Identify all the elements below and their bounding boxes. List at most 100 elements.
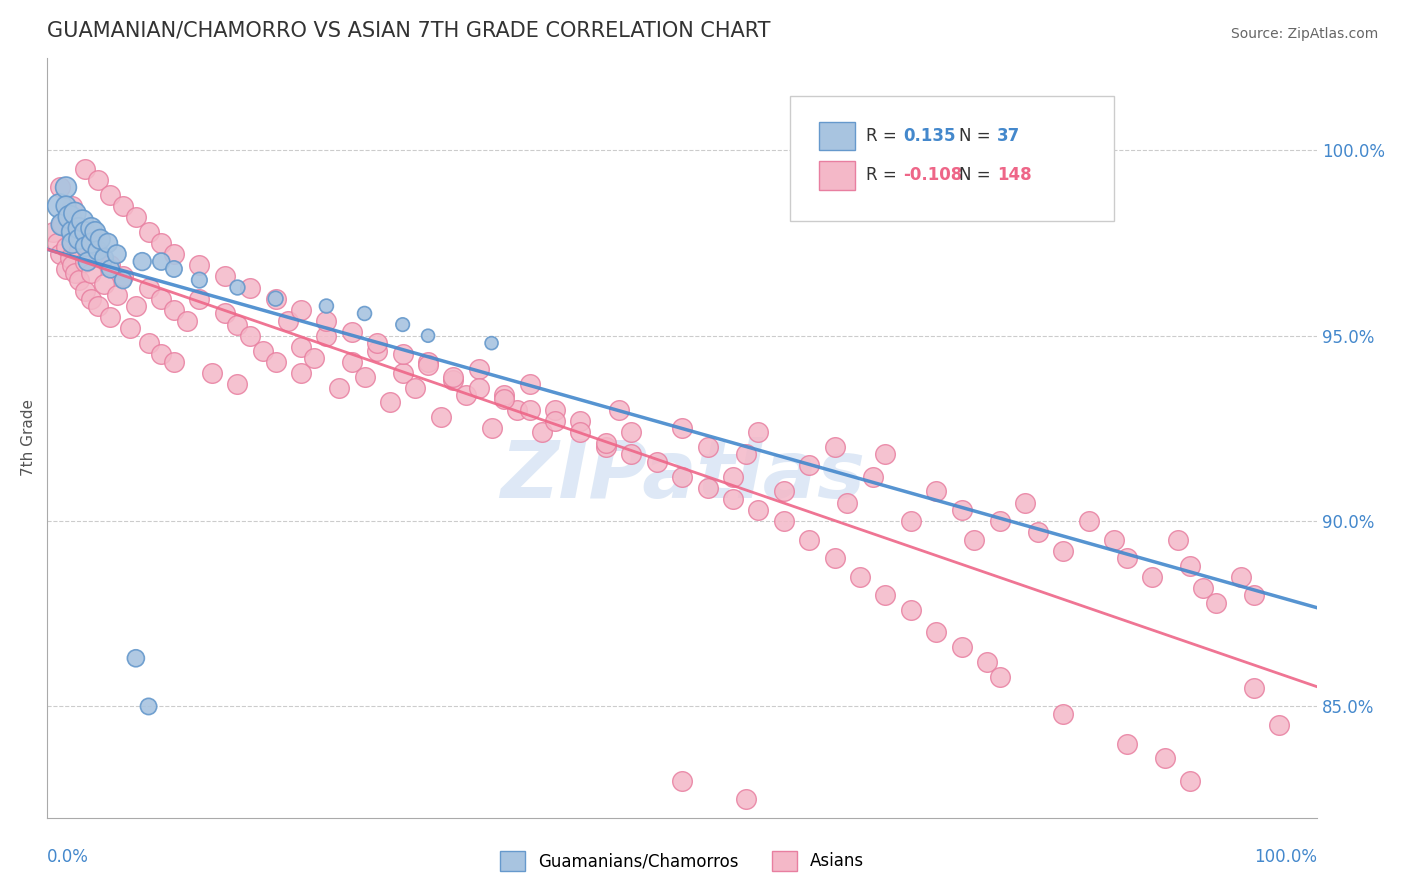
Text: ZIPatlas: ZIPatlas bbox=[499, 437, 865, 515]
Point bbox=[67, 221, 90, 235]
Point bbox=[163, 262, 186, 277]
Point bbox=[824, 551, 846, 566]
Point bbox=[569, 414, 592, 428]
Point bbox=[163, 247, 186, 261]
Point bbox=[1115, 551, 1137, 566]
Point bbox=[531, 425, 554, 439]
Point bbox=[80, 266, 103, 280]
Point bbox=[315, 314, 337, 328]
Point bbox=[1026, 525, 1049, 540]
Point bbox=[671, 469, 693, 483]
Point bbox=[80, 221, 103, 235]
Point bbox=[963, 533, 986, 547]
Point bbox=[404, 381, 426, 395]
Point bbox=[131, 254, 153, 268]
Text: GUAMANIAN/CHAMORRO VS ASIAN 7TH GRADE CORRELATION CHART: GUAMANIAN/CHAMORRO VS ASIAN 7TH GRADE CO… bbox=[46, 21, 770, 41]
Point bbox=[150, 254, 173, 268]
Point bbox=[264, 292, 287, 306]
Point bbox=[595, 440, 617, 454]
Point bbox=[1243, 681, 1265, 695]
Point bbox=[112, 199, 135, 213]
Point bbox=[696, 481, 718, 495]
Point bbox=[925, 625, 948, 640]
Point bbox=[100, 310, 122, 325]
Point bbox=[734, 792, 756, 806]
Point bbox=[239, 328, 262, 343]
Point bbox=[163, 354, 186, 368]
Point bbox=[125, 651, 148, 665]
Point bbox=[443, 369, 465, 384]
Point bbox=[1180, 558, 1202, 573]
Point bbox=[519, 402, 541, 417]
Point bbox=[799, 533, 821, 547]
Point bbox=[366, 336, 388, 351]
Point bbox=[105, 288, 128, 302]
Point bbox=[315, 299, 337, 313]
Point bbox=[468, 362, 491, 376]
Point bbox=[188, 292, 211, 306]
Point bbox=[60, 258, 83, 272]
Point bbox=[416, 354, 439, 368]
Text: N =: N = bbox=[959, 167, 991, 185]
Point bbox=[60, 225, 83, 239]
Point bbox=[544, 414, 567, 428]
Point bbox=[73, 225, 96, 239]
Point bbox=[1140, 570, 1163, 584]
Point bbox=[100, 187, 122, 202]
Point bbox=[188, 273, 211, 287]
Text: 0.135: 0.135 bbox=[903, 127, 956, 145]
Point bbox=[55, 262, 77, 277]
Point bbox=[100, 258, 122, 272]
Legend: Guamanians/Chamorros, Asians: Guamanians/Chamorros, Asians bbox=[494, 844, 872, 878]
Point bbox=[1115, 737, 1137, 751]
Point bbox=[89, 232, 111, 246]
Point bbox=[100, 262, 122, 277]
Point bbox=[456, 388, 478, 402]
Point bbox=[60, 235, 83, 250]
Point bbox=[378, 395, 401, 409]
Point bbox=[290, 340, 312, 354]
Point bbox=[468, 381, 491, 395]
Point bbox=[252, 343, 274, 358]
Point bbox=[391, 347, 413, 361]
Point bbox=[595, 436, 617, 450]
Point bbox=[1167, 533, 1189, 547]
Text: 148: 148 bbox=[997, 167, 1032, 185]
Point bbox=[67, 273, 90, 287]
Point bbox=[118, 321, 141, 335]
Point bbox=[277, 314, 299, 328]
Point bbox=[1153, 751, 1175, 765]
Point bbox=[163, 302, 186, 317]
Point bbox=[494, 388, 516, 402]
Point bbox=[112, 269, 135, 284]
Point bbox=[391, 366, 413, 380]
Point bbox=[264, 354, 287, 368]
Point bbox=[55, 240, 77, 254]
Y-axis label: 7th Grade: 7th Grade bbox=[21, 400, 35, 476]
Point bbox=[976, 655, 998, 669]
Point bbox=[824, 440, 846, 454]
Point bbox=[150, 235, 173, 250]
Point bbox=[87, 299, 110, 313]
Point bbox=[93, 277, 115, 291]
Point bbox=[48, 247, 70, 261]
Point bbox=[950, 503, 973, 517]
Point bbox=[97, 235, 120, 250]
Point bbox=[125, 299, 148, 313]
Point bbox=[105, 247, 128, 261]
Point bbox=[671, 773, 693, 788]
Point bbox=[519, 376, 541, 391]
Point bbox=[73, 240, 96, 254]
Text: 100.0%: 100.0% bbox=[1254, 848, 1317, 866]
Point bbox=[862, 469, 884, 483]
Point bbox=[112, 273, 135, 287]
Point bbox=[60, 235, 83, 250]
Point bbox=[1052, 543, 1074, 558]
Point bbox=[416, 359, 439, 373]
Point bbox=[734, 447, 756, 461]
Point bbox=[747, 425, 769, 439]
Point bbox=[214, 306, 236, 320]
Point bbox=[443, 373, 465, 387]
Point bbox=[328, 381, 350, 395]
Point bbox=[481, 336, 503, 351]
